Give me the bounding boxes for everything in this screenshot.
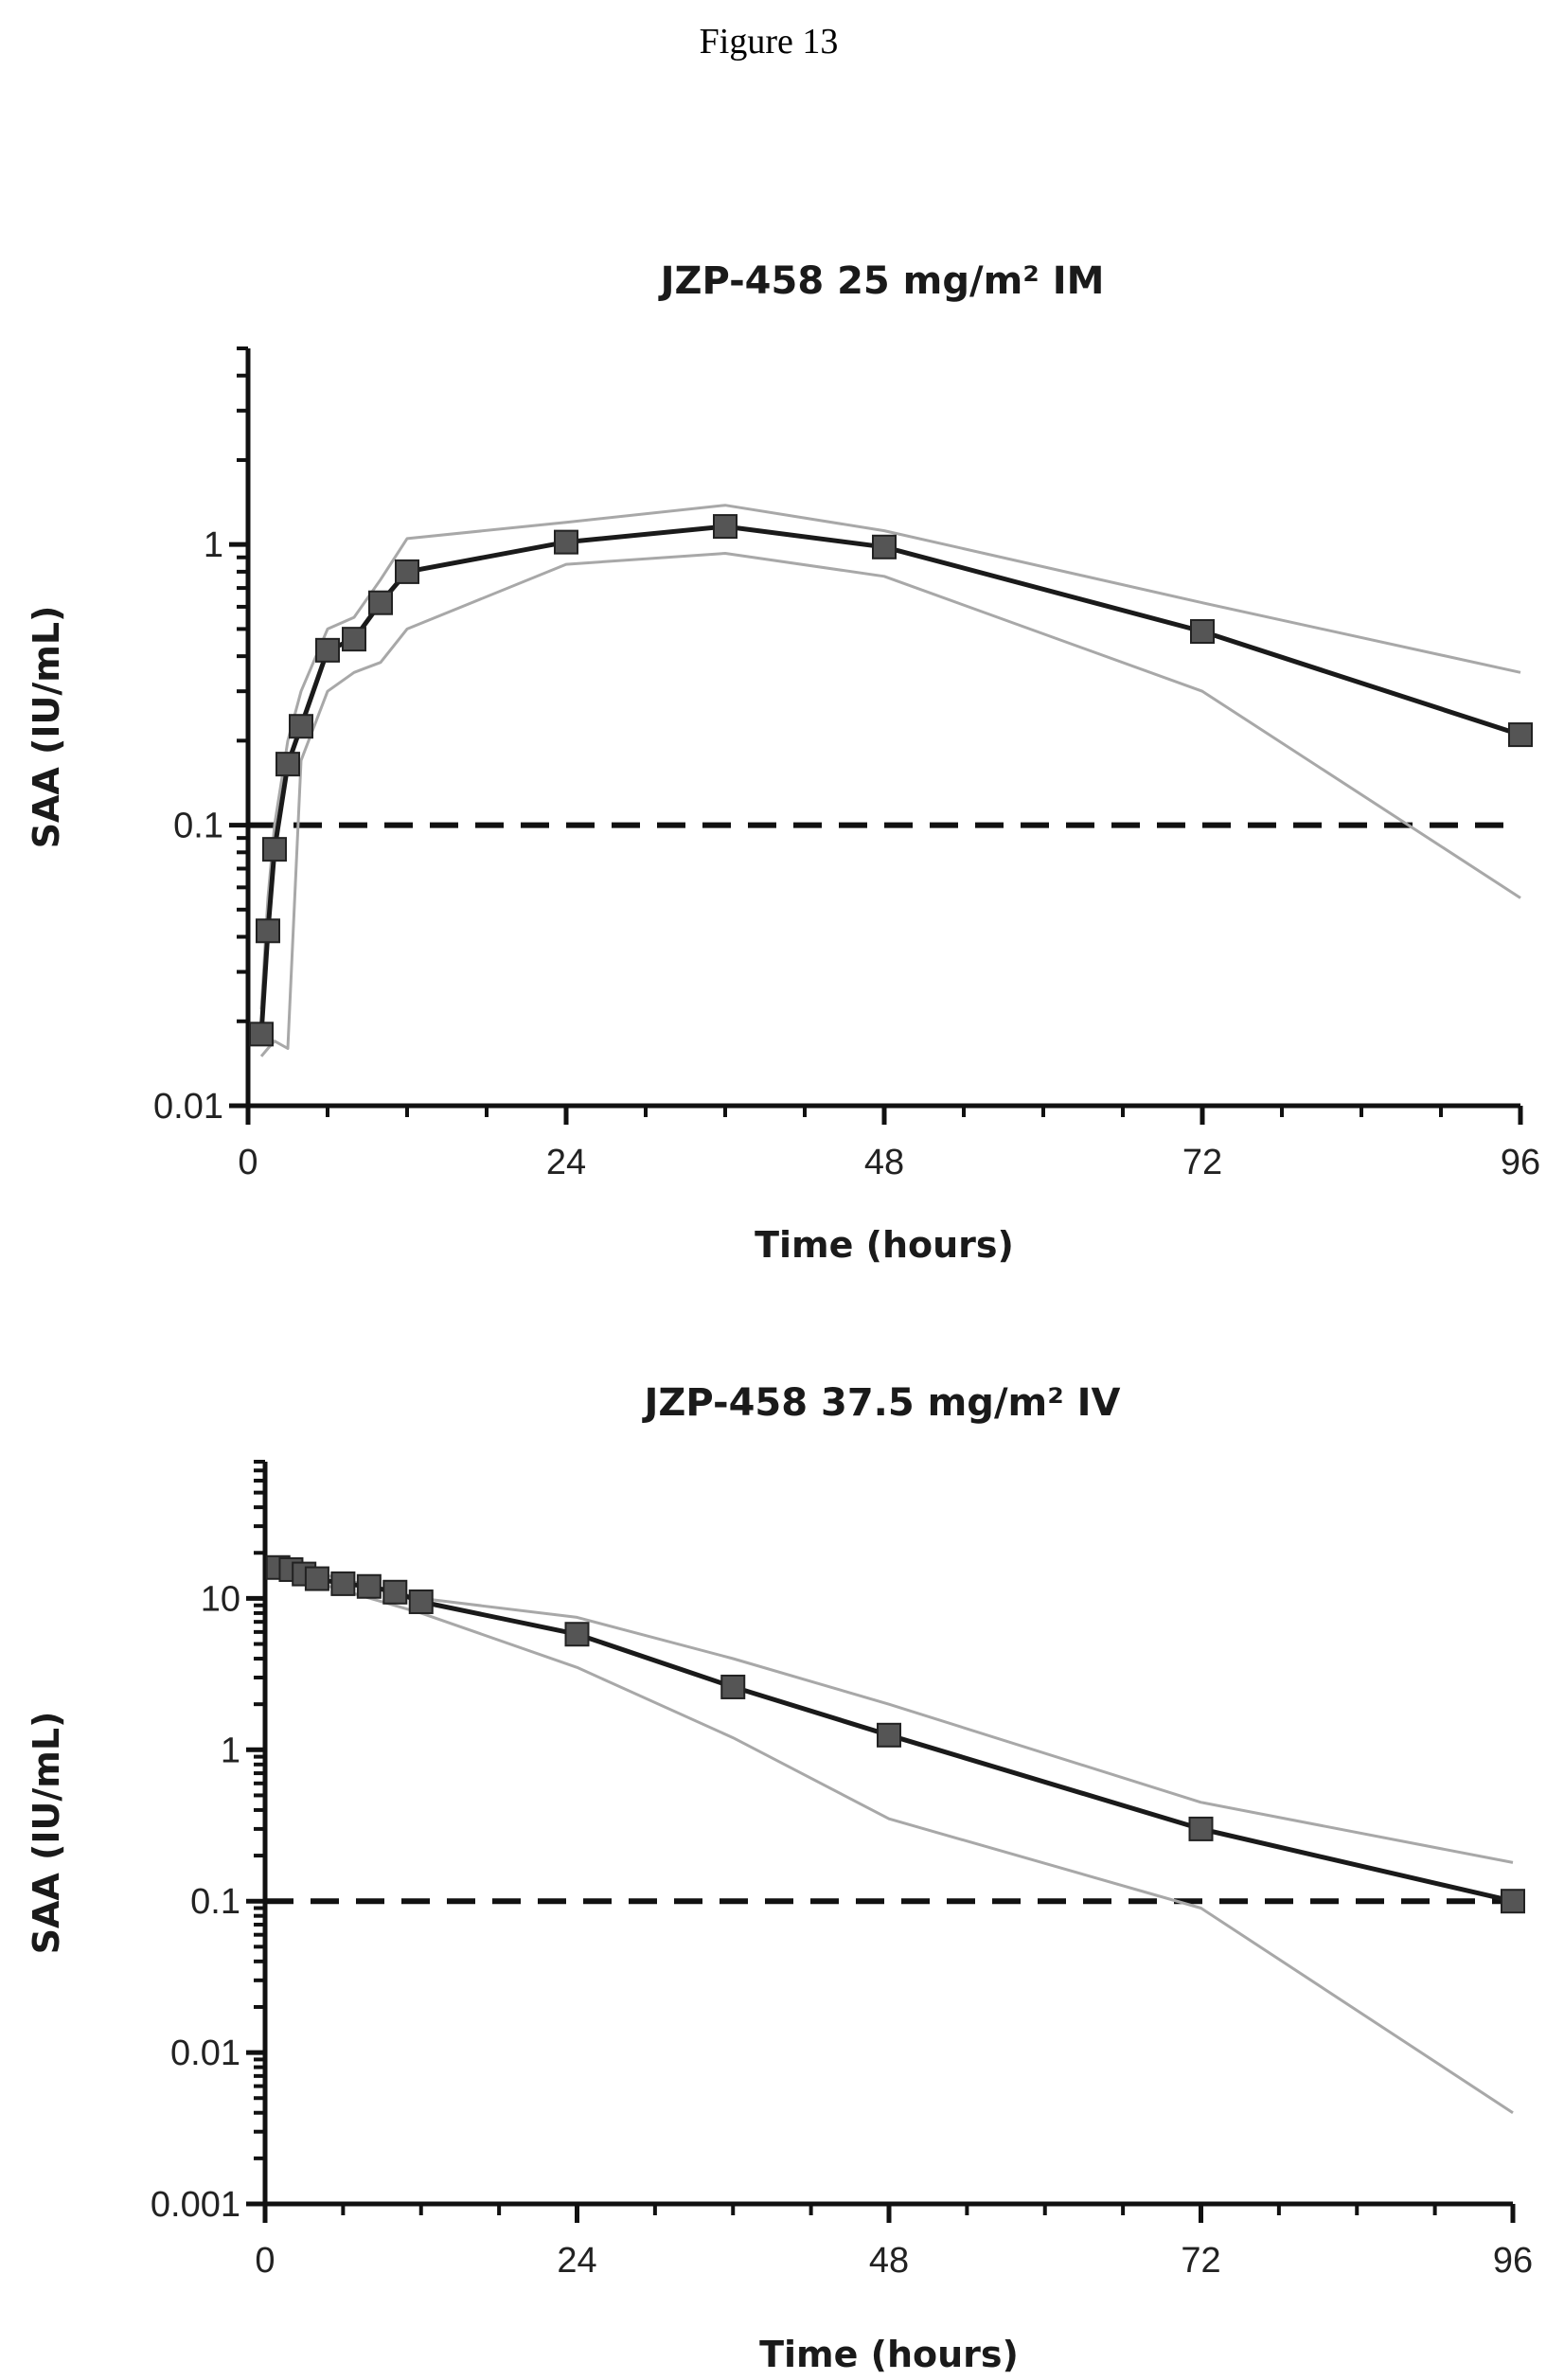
series-lower-line <box>259 552 1521 1057</box>
data-point <box>304 1566 329 1591</box>
data-point <box>713 514 738 540</box>
chart-im-25mg: JZP-458 25 mg/m² IM 0.01 0.1 1 0 24 48 72 96 Time… <box>26 259 1540 1266</box>
x-tick-label: 72 <box>1181 2241 1220 2281</box>
y-tick-label: 0.01 <box>153 1087 223 1127</box>
data-point <box>368 590 393 615</box>
data-point <box>382 1579 408 1605</box>
data-point <box>256 918 280 944</box>
series-upper-line <box>259 504 1521 1010</box>
data-point <box>564 1622 590 1647</box>
data-point <box>262 837 287 862</box>
y-axis-label: SAA (IU/mL) <box>26 1712 67 1955</box>
x-tick-label: 48 <box>869 2241 909 2281</box>
x-tick-label: 24 <box>546 1143 586 1182</box>
x-tick-label: 96 <box>1493 2241 1533 2281</box>
y-tick-label: 1 <box>204 525 223 565</box>
data-point <box>554 529 578 555</box>
data-point <box>395 559 419 584</box>
data-point <box>356 1573 382 1599</box>
x-tick-label: 72 <box>1182 1143 1222 1182</box>
series-lower-line <box>277 1570 1514 2114</box>
chart-iv-37-5mg: JZP-458 37.5 mg/m² IV 0.001 0.01 0.1 1 10 0 24 4… <box>26 1381 1533 2375</box>
data-point <box>249 1021 274 1047</box>
x-tick-label: 24 <box>557 2241 596 2281</box>
y-tick-label: 1 <box>221 1731 240 1770</box>
data-point <box>1501 1889 1525 1914</box>
y-tick-label: 10 <box>201 1579 240 1619</box>
y-tick-label: 0.001 <box>151 2185 240 2225</box>
chart-title: JZP-458 25 mg/m² IM <box>658 259 1105 303</box>
data-point <box>872 534 897 559</box>
x-axis-label: Time (hours) <box>755 1224 1014 1266</box>
series-median-line <box>258 524 1521 1035</box>
y-tick-label: 0.1 <box>173 807 223 846</box>
data-point <box>1508 722 1533 748</box>
x-tick-label: 48 <box>864 1143 904 1182</box>
data-point <box>330 1571 356 1596</box>
data-point <box>289 714 313 739</box>
figure-label: Figure 13 <box>700 22 839 62</box>
y-axis-label: SAA (IU/mL) <box>26 606 67 849</box>
x-tick-label: 96 <box>1501 1143 1540 1182</box>
chart-title: JZP-458 37.5 mg/m² IV <box>641 1381 1120 1425</box>
x-axis-label: Time (hours) <box>759 2334 1019 2375</box>
x-tick-label: 0 <box>238 1143 258 1182</box>
y-tick-label: 0.1 <box>190 1882 240 1922</box>
data-point <box>877 1722 901 1748</box>
data-point <box>275 752 300 777</box>
y-tick-label: 0.01 <box>170 2034 240 2073</box>
x-tick-label: 0 <box>255 2241 275 2281</box>
data-point <box>408 1589 434 1614</box>
data-point <box>315 637 340 663</box>
data-point <box>1188 1816 1214 1841</box>
data-point <box>342 627 366 652</box>
data-point <box>720 1674 746 1699</box>
data-point <box>1190 619 1215 645</box>
